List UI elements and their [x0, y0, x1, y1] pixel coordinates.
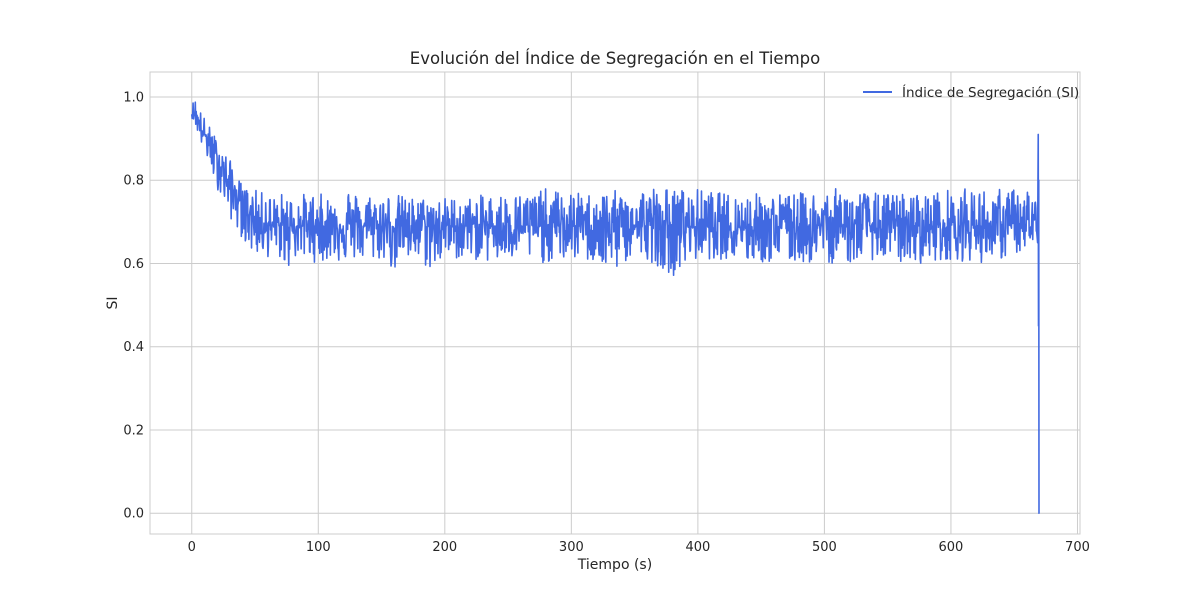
- x-tick-label: 400: [685, 540, 710, 555]
- plot-frame: [149, 71, 1081, 535]
- x-tick-labels: 0 100 200 300 400 500 600 700: [188, 540, 1090, 555]
- y-tick-label: 0.8: [123, 174, 144, 189]
- x-tick-label: 100: [306, 540, 331, 555]
- grid-lines: [150, 72, 1080, 534]
- x-tick-label: 0: [188, 540, 196, 555]
- y-axis-label: SI: [105, 296, 121, 309]
- series-layer: [190, 101, 1040, 514]
- x-tick-label: 500: [812, 540, 837, 555]
- legend: Índice de Segregación (SI): [863, 84, 1079, 101]
- legend-entry-si: Índice de Segregación (SI): [902, 84, 1079, 101]
- y-tick-label: 0.6: [123, 257, 144, 272]
- x-tick-label: 200: [432, 540, 457, 555]
- x-axis-label: Tiempo (s): [577, 557, 652, 573]
- y-tick-label: 1.0: [123, 90, 144, 105]
- chart-title: Evolución del Índice de Segregación en e…: [410, 49, 820, 68]
- x-tick-label: 700: [1065, 540, 1090, 555]
- y-tick-label: 0.4: [123, 340, 144, 355]
- y-tick-label: 0.2: [123, 423, 144, 438]
- y-tick-label: 0.0: [123, 507, 144, 522]
- x-tick-label: 300: [559, 540, 584, 555]
- y-tick-labels: 0.0 0.2 0.4 0.6 0.8 1.0: [123, 90, 144, 521]
- x-tick-label: 600: [939, 540, 964, 555]
- series-line-si: [190, 101, 1040, 514]
